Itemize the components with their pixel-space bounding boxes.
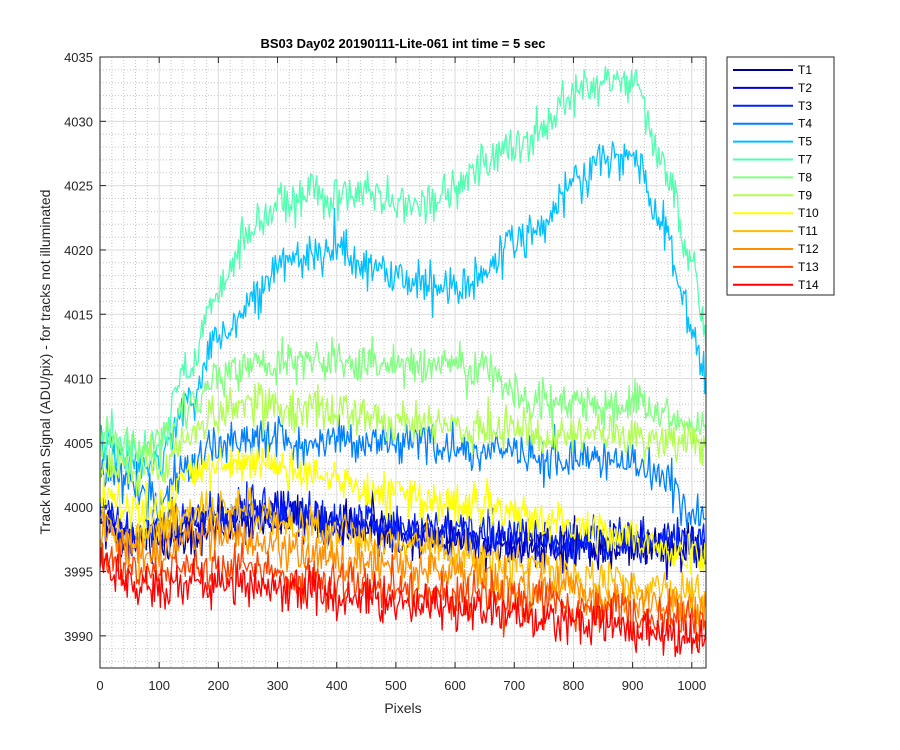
x-axis-label: Pixels — [384, 700, 421, 716]
y-tick-label: 4035 — [64, 50, 93, 65]
x-tick-label: 800 — [563, 678, 585, 693]
series-line-t14 — [100, 546, 706, 658]
legend-label-t4: T4 — [798, 117, 812, 131]
series-line-t9 — [100, 382, 706, 496]
legend-label-t5: T5 — [798, 135, 812, 149]
legend-label-t9: T9 — [798, 188, 812, 202]
x-tick-label: 500 — [385, 678, 407, 693]
axis-ticks — [99, 56, 706, 668]
series-line-t3 — [100, 481, 706, 564]
axis-tick-labels: 0 100 200 300 400 500 600 700 800 900 1000 3990 3995… — [64, 50, 706, 693]
series-line-t8 — [100, 335, 706, 472]
x-tick-label: 0 — [96, 678, 103, 693]
y-tick-label: 4020 — [64, 243, 93, 258]
x-tick-label: 600 — [444, 678, 466, 693]
legend-label-t10: T10 — [798, 206, 819, 220]
x-tick-label: 400 — [326, 678, 348, 693]
y-tick-label: 4005 — [64, 436, 93, 451]
series-line-t5 — [100, 141, 706, 484]
y-tick-label: 4025 — [64, 179, 93, 194]
legend-label-t3: T3 — [798, 99, 812, 113]
legend-label-t7: T7 — [798, 153, 812, 167]
legend-label-t1: T1 — [798, 63, 812, 77]
y-tick-label: 4015 — [64, 307, 93, 322]
series-lines — [100, 65, 706, 658]
series-line-t12 — [100, 507, 706, 631]
plot-frame — [99, 56, 707, 669]
x-tick-label: 300 — [267, 678, 289, 693]
series-line-t11 — [100, 487, 706, 613]
series-line-t10 — [100, 443, 706, 575]
y-axis-label: Track Mean Signal (ADU/pix) - for tracks… — [37, 190, 53, 535]
x-tick-label: 200 — [208, 678, 230, 693]
x-tick-label: 1000 — [677, 678, 706, 693]
legend-label-t8: T8 — [798, 170, 812, 184]
x-tick-label: 100 — [148, 678, 170, 693]
legend-label-t13: T13 — [798, 260, 819, 274]
chart-title: BS03 Day02 20190111-Lite-061 int time = … — [260, 36, 545, 51]
series-line-t4 — [100, 414, 706, 530]
legend-box — [726, 56, 835, 296]
y-tick-label: 4010 — [64, 372, 93, 387]
y-tick-label: 3995 — [64, 565, 93, 580]
legend-label-t14: T14 — [798, 278, 819, 292]
legend-label-t12: T12 — [798, 242, 819, 256]
series-line-t7 — [100, 65, 706, 475]
y-tick-label: 4030 — [64, 114, 93, 129]
legend-label-t2: T2 — [798, 81, 812, 95]
legend: T1 T2 T3 T4 T5 T7 T8 T9 T10 T11 T12 T13 T14 — [726, 56, 835, 296]
y-tick-label: 4000 — [64, 500, 93, 515]
legend-label-t11: T11 — [798, 224, 818, 238]
y-tick-label: 3990 — [64, 629, 93, 644]
x-tick-label: 700 — [503, 678, 525, 693]
x-tick-label: 900 — [622, 678, 644, 693]
